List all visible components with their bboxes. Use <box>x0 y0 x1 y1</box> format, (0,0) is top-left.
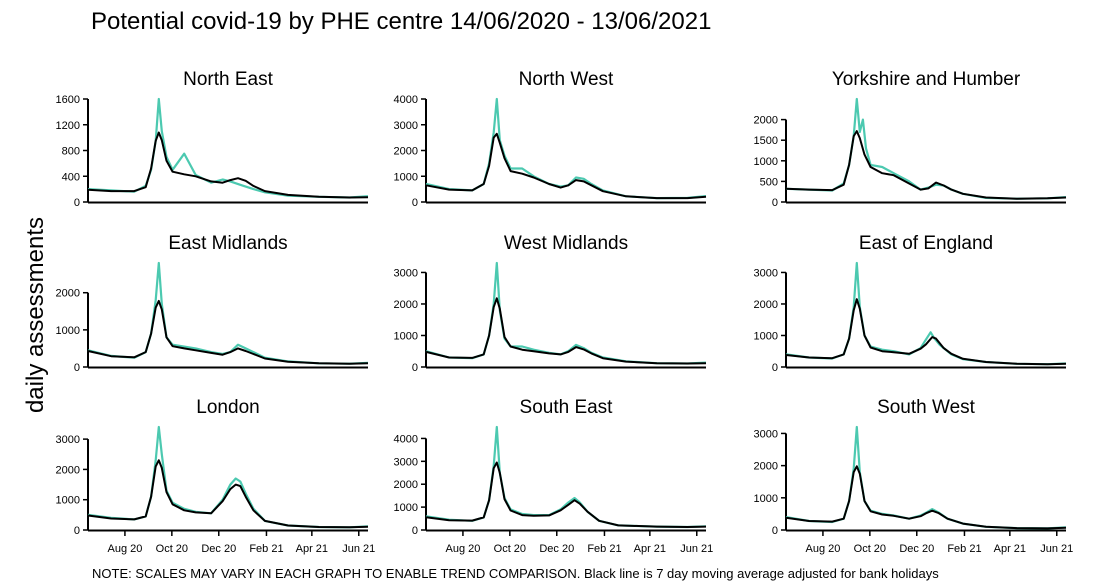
y-tick-label: 1000 <box>754 493 778 505</box>
panel-title: North East <box>183 69 273 90</box>
panel-north-west: North West 0 1000 2000 3000 4000 <box>394 69 707 209</box>
x-tick-label: Apr 21 <box>994 543 1026 555</box>
y-tick-label: 800 <box>62 146 80 158</box>
y-tick-label: 1000 <box>56 495 80 507</box>
y-tick-label: 400 <box>62 171 80 183</box>
moving-average-line <box>87 131 369 199</box>
y-tick-label: 1000 <box>754 156 778 168</box>
panel-title: London <box>196 397 259 418</box>
y-tick-label: 2000 <box>394 146 418 158</box>
y-tick-label: 3000 <box>56 434 80 446</box>
moving-average-line <box>785 130 1067 200</box>
panel-north-east: North East 0 400 800 1200 1600 <box>56 69 369 209</box>
y-tick-label: 1200 <box>56 120 80 132</box>
panel-east-midlands: East Midlands 0 1000 2000 <box>56 233 369 374</box>
panel-title: West Midlands <box>504 233 628 254</box>
y-tick-label: 1000 <box>56 325 80 337</box>
y-tick-label: 3000 <box>754 428 778 440</box>
y-tick-label: 1000 <box>754 330 778 342</box>
y-tick-label: 1000 <box>394 171 418 183</box>
daily-assessments-line <box>425 261 707 365</box>
daily-assessments-line <box>87 97 369 199</box>
daily-assessments-line <box>425 425 707 529</box>
y-tick-label: 0 <box>412 197 418 209</box>
x-tick-label: Feb 21 <box>947 543 981 555</box>
panel-title: South West <box>877 397 976 418</box>
x-tick-label: Oct 20 <box>854 543 886 555</box>
y-tick-label: 2000 <box>394 299 418 311</box>
panel-title: Yorkshire and Humber <box>832 69 1021 90</box>
panel-london: London 0 1000 2000 3000 Aug 20 Oct 20 Dec 20 Feb… <box>56 397 376 555</box>
y-tick-label: 1000 <box>394 330 418 342</box>
daily-assessments-line <box>87 425 369 529</box>
y-tick-label: 2000 <box>754 115 778 127</box>
moving-average-line <box>785 465 1067 530</box>
moving-average-line <box>87 459 369 529</box>
y-tick-label: 2000 <box>56 464 80 476</box>
y-tick-label: 3000 <box>394 120 418 132</box>
y-tick-label: 0 <box>412 525 418 537</box>
x-tick-label: Apr 21 <box>296 543 328 555</box>
x-tick-label: Aug 20 <box>805 543 840 555</box>
y-tick-label: 4000 <box>394 433 418 445</box>
y-tick-label: 500 <box>760 176 778 188</box>
panel-title: South East <box>520 397 614 418</box>
x-tick-label: Jun 21 <box>342 543 375 555</box>
moving-average-line <box>87 299 369 365</box>
panel-west-midlands: West Midlands 0 1000 2000 3000 <box>394 233 707 374</box>
y-tick-label: 3000 <box>754 267 778 279</box>
x-tick-label: Oct 20 <box>494 543 526 555</box>
panel-title: North West <box>519 69 614 90</box>
panel-title: East of England <box>859 233 993 254</box>
x-tick-label: Dec 20 <box>539 543 574 555</box>
y-tick-label: 0 <box>772 525 778 537</box>
daily-assessments-line <box>425 97 707 200</box>
y-tick-label: 2000 <box>56 288 80 300</box>
chart-title: Potential covid-19 by PHE centre 14/06/2… <box>91 8 712 35</box>
x-tick-label: Oct 20 <box>156 543 188 555</box>
x-tick-label: Jun 21 <box>680 543 713 555</box>
daily-assessments-line <box>785 97 1067 200</box>
panel-title: East Midlands <box>168 233 287 254</box>
panel-south-west: South West 0 1000 2000 3000 Aug 20 Oct 20 Dec 2… <box>754 397 1074 555</box>
panel-yorkshire-and-humber: Yorkshire and Humber 0 500 1000 1500 2000 <box>754 69 1067 209</box>
x-tick-label: Dec 20 <box>899 543 934 555</box>
y-tick-label: 0 <box>412 362 418 374</box>
panel-east-of-england: East of England 0 1000 2000 3000 <box>754 233 1067 374</box>
y-tick-label: 0 <box>772 362 778 374</box>
y-tick-label: 2000 <box>754 299 778 311</box>
x-tick-label: Jun 21 <box>1040 543 1073 555</box>
y-tick-label: 3000 <box>394 456 418 468</box>
y-tick-label: 1500 <box>754 135 778 147</box>
panel-south-east: South East 0 1000 2000 3000 4000 Aug 20 Oct 20 D… <box>394 397 714 555</box>
x-tick-label: Feb 21 <box>249 543 283 555</box>
x-tick-label: Feb 21 <box>587 543 621 555</box>
y-tick-label: 0 <box>772 197 778 209</box>
y-tick-label: 4000 <box>394 94 418 106</box>
y-tick-label: 1600 <box>56 94 80 106</box>
moving-average-line <box>425 132 707 200</box>
y-tick-label: 3000 <box>394 267 418 279</box>
y-tick-label: 2000 <box>394 479 418 491</box>
daily-assessments-line <box>87 261 369 365</box>
daily-assessments-line <box>785 261 1067 366</box>
moving-average-line <box>425 461 707 528</box>
x-tick-label: Apr 21 <box>634 543 666 555</box>
footnote: NOTE: SCALES MAY VARY IN EACH GRAPH TO E… <box>92 566 939 581</box>
y-tick-label: 0 <box>74 362 80 374</box>
x-tick-label: Dec 20 <box>201 543 236 555</box>
y-tick-label: 1000 <box>394 502 418 514</box>
x-tick-label: Aug 20 <box>445 543 480 555</box>
moving-average-line <box>425 297 707 365</box>
moving-average-line <box>785 298 1067 366</box>
y-tick-label: 2000 <box>754 461 778 473</box>
y-tick-label: 0 <box>74 525 80 537</box>
y-tick-label: 0 <box>74 197 80 209</box>
x-tick-label: Aug 20 <box>107 543 142 555</box>
